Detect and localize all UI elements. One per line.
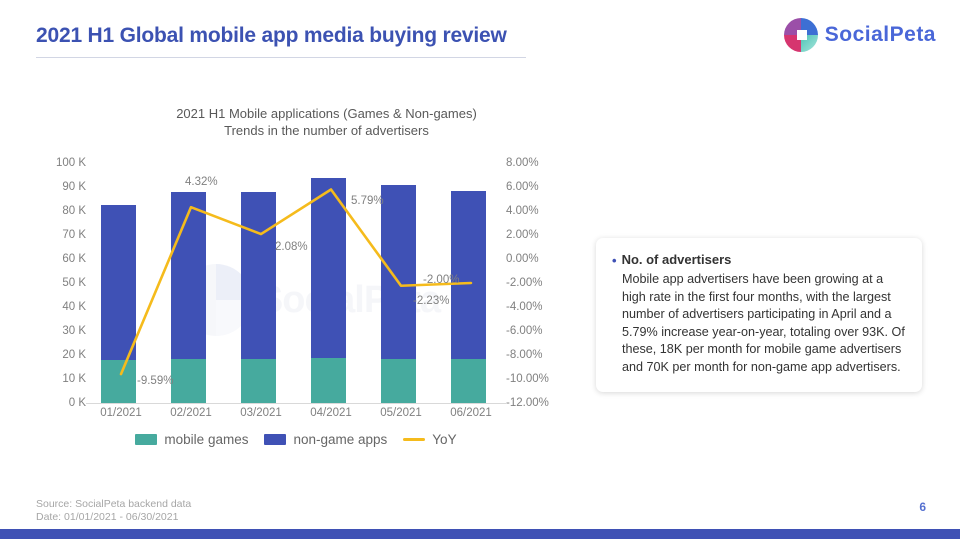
y-tick-right: -8.00% bbox=[506, 349, 543, 361]
y-tick-left: 40 K bbox=[62, 301, 86, 313]
callout-heading: • No. of advertisers bbox=[612, 252, 906, 269]
x-axis-labels: 01/2021 02/2021 03/2021 04/2021 05/2021 06/20… bbox=[86, 407, 506, 427]
legend-label: YoY bbox=[432, 432, 457, 447]
yoy-data-label: 4.32% bbox=[185, 176, 218, 189]
yoy-data-label: -2.23% bbox=[413, 294, 450, 307]
advertisers-chart: 2021 H1 Mobile applications (Games & Non… bbox=[36, 105, 581, 460]
y-tick-left: 90 K bbox=[62, 181, 86, 193]
x-tick-label: 01/2021 bbox=[100, 407, 142, 419]
chart-title-line-2: Trends in the number of advertisers bbox=[224, 123, 429, 138]
chart-title-line-1: 2021 H1 Mobile applications (Games & Non… bbox=[176, 106, 477, 121]
bar-group bbox=[296, 150, 366, 403]
footer-source: Source: SocialPeta backend data Date: 01… bbox=[36, 498, 191, 524]
chart-legend: mobile games non-game apps YoY bbox=[86, 432, 506, 447]
legend-item-non-game-apps[interactable]: non-game apps bbox=[264, 432, 387, 447]
y-tick-left: 50 K bbox=[62, 277, 86, 289]
bar-segment-mobile-games bbox=[171, 358, 206, 403]
yoy-line bbox=[119, 188, 473, 376]
y-tick-left: 20 K bbox=[62, 349, 86, 361]
bar-segment-non-game-apps bbox=[381, 184, 416, 359]
insight-callout: • No. of advertisers Mobile app advertis… bbox=[596, 238, 922, 392]
y-tick-right: 8.00% bbox=[506, 157, 539, 169]
y-tick-right: -2.00% bbox=[506, 277, 543, 289]
legend-swatch-icon bbox=[135, 434, 158, 445]
yoy-data-label: 2.08% bbox=[275, 241, 308, 254]
legend-label: mobile games bbox=[164, 432, 249, 447]
y-tick-right: -6.00% bbox=[506, 325, 543, 337]
x-tick-label: 03/2021 bbox=[240, 407, 282, 419]
callout-heading-text: No. of advertisers bbox=[621, 252, 732, 267]
title-divider bbox=[36, 57, 526, 58]
legend-item-mobile-games[interactable]: mobile games bbox=[135, 432, 248, 447]
date-line: Date: 01/01/2021 - 06/30/2021 bbox=[36, 511, 179, 523]
bar-segment-mobile-games bbox=[311, 357, 346, 403]
legend-swatch-icon bbox=[264, 434, 287, 445]
stacked-bar bbox=[171, 191, 206, 403]
y-tick-left: 0 K bbox=[68, 397, 86, 409]
y-tick-right: 0.00% bbox=[506, 253, 539, 265]
y-tick-left: 30 K bbox=[62, 325, 86, 337]
x-tick-label: 04/2021 bbox=[310, 407, 352, 419]
x-axis-line bbox=[86, 403, 506, 404]
y-tick-right: -10.00% bbox=[506, 373, 549, 385]
x-tick-label: 06/2021 bbox=[450, 407, 492, 419]
bar-group bbox=[156, 150, 226, 403]
x-tick-label: 02/2021 bbox=[170, 407, 212, 419]
legend-swatch-icon bbox=[403, 438, 426, 441]
bar-segment-mobile-games bbox=[101, 359, 136, 403]
y-axis-right: 8.00% 6.00% 4.00% 2.00% 0.00% -2.00% -4.00% -6.… bbox=[506, 0, 576, 420]
y-tick-left: 100 K bbox=[55, 157, 86, 169]
y-tick-left: 60 K bbox=[62, 253, 86, 265]
y-tick-right: 4.00% bbox=[506, 205, 539, 217]
callout-body-text: Mobile app advertisers have been growing… bbox=[622, 272, 905, 374]
logo-mark-icon bbox=[783, 18, 818, 52]
chart-title: 2021 H1 Mobile applications (Games & Non… bbox=[36, 105, 581, 139]
stacked-bar bbox=[381, 184, 416, 403]
logo-wordmark: SocialPeta bbox=[824, 23, 936, 46]
bar-segment-mobile-games bbox=[381, 358, 416, 403]
yoy-data-label: -2.00% bbox=[423, 274, 460, 286]
bar-segment-mobile-games bbox=[451, 358, 486, 403]
bar-group bbox=[366, 150, 436, 403]
bar-segment-non-game-apps bbox=[451, 190, 486, 359]
stacked-bar bbox=[451, 190, 486, 403]
page-title: 2021 H1 Global mobile app media buying r… bbox=[36, 24, 507, 47]
bar-segment-non-game-apps bbox=[101, 205, 136, 360]
stacked-bar bbox=[101, 205, 136, 403]
legend-label: non-game apps bbox=[293, 432, 388, 447]
y-tick-right: -12.00% bbox=[506, 397, 549, 409]
bar-segment-non-game-apps bbox=[171, 191, 206, 359]
bar-group bbox=[86, 150, 156, 403]
y-tick-left: 10 K bbox=[62, 373, 86, 385]
y-tick-right: -4.00% bbox=[506, 301, 543, 313]
y-tick-left: 80 K bbox=[62, 205, 86, 217]
bar-segment-mobile-games bbox=[241, 358, 276, 403]
stacked-bar bbox=[311, 177, 346, 403]
source-line: Source: SocialPeta backend data bbox=[36, 498, 192, 510]
bar-segment-non-game-apps bbox=[241, 191, 276, 359]
y-tick-right: 2.00% bbox=[506, 229, 539, 241]
bar-group bbox=[226, 150, 296, 403]
y-tick-left: 70 K bbox=[62, 229, 86, 241]
bullet-icon: • bbox=[612, 253, 617, 268]
legend-item-YoY[interactable]: YoY bbox=[403, 432, 457, 447]
footer-accent-bar bbox=[0, 529, 960, 539]
bar-segment-non-game-apps bbox=[311, 177, 346, 358]
y-tick-right: 6.00% bbox=[506, 181, 539, 193]
yoy-data-label: -9.59% bbox=[137, 375, 174, 388]
bar-group bbox=[436, 150, 506, 403]
socialpeta-logo: SocialPeta bbox=[783, 18, 936, 52]
yoy-data-label: 5.79% bbox=[351, 194, 384, 207]
page-number: 6 bbox=[919, 500, 926, 514]
bar-series bbox=[86, 150, 506, 403]
x-tick-label: 05/2021 bbox=[380, 407, 422, 419]
yoy-line-series bbox=[119, 188, 473, 376]
stacked-bar bbox=[241, 191, 276, 403]
y-axis-left: 100 K 90 K 80 K 70 K 60 K 50 K 40 K 30 K 20 K 10 … bbox=[36, 0, 86, 420]
